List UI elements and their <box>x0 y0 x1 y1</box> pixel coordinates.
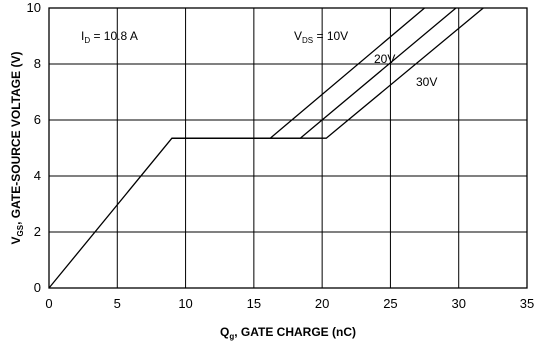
y-tick-label: 8 <box>34 56 41 71</box>
x-tick-label: 5 <box>114 296 121 311</box>
y-tick-label: 4 <box>34 168 41 183</box>
y-axis-label: VGS, GATE-SOURCE VOLTAGE (V) <box>9 52 25 245</box>
plot-frame <box>48 7 528 289</box>
x-tick-label: 10 <box>178 296 192 311</box>
x-tick-label: 30 <box>451 296 465 311</box>
grid <box>49 8 527 288</box>
x-tick-label: 15 <box>247 296 261 311</box>
id-annotation: ID = 10.8 A <box>81 29 138 45</box>
y-tick-label: 6 <box>34 112 41 127</box>
label-20v: 20V <box>374 52 395 66</box>
series-line-2 <box>171 7 457 139</box>
y-tick-label: 0 <box>34 280 41 295</box>
x-tick-label: 25 <box>383 296 397 311</box>
x-tick-label: 0 <box>45 296 52 311</box>
tick-labels: 0 5 10 15 20 25 30 35 0 2 4 6 8 10 <box>27 0 535 311</box>
label-30v: 30V <box>416 75 437 89</box>
series-line-3 <box>171 7 484 139</box>
y-tick-label: 10 <box>27 0 41 15</box>
y-tick-label: 2 <box>34 224 41 239</box>
series-group <box>48 7 484 289</box>
vds-annotation: VDS = 10V <box>294 29 348 45</box>
series-line-1 <box>48 7 425 289</box>
x-tick-label: 35 <box>520 296 534 311</box>
x-axis-label: Qg, GATE CHARGE (nC) <box>220 325 356 341</box>
x-tick-label: 20 <box>315 296 329 311</box>
